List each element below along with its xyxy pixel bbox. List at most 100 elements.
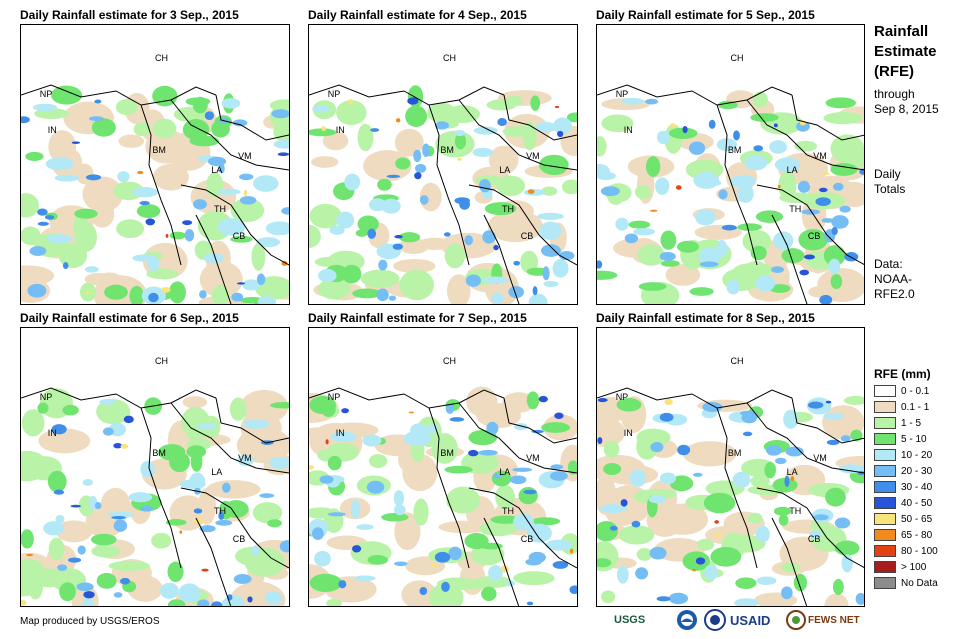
rainfall-cell: [113, 443, 123, 449]
rainfall-cell: [44, 215, 55, 220]
rainfall-cell: [675, 185, 682, 190]
rainfall-cell: [736, 184, 754, 203]
rainfall-cell: [656, 130, 670, 145]
rainfall-cell: [689, 287, 714, 296]
rainfall-cell: [488, 145, 519, 175]
rainfall-cell: [395, 157, 411, 170]
legend-item: 65 - 80: [874, 527, 938, 543]
legend-label: > 100: [901, 561, 927, 573]
rainfall-cell: [165, 519, 187, 526]
rainfall-cell: [445, 403, 455, 414]
rainfall-cell: [781, 562, 801, 573]
country-label: TH: [213, 203, 226, 214]
rainfall-cell: [840, 435, 851, 442]
rainfall-cell: [790, 476, 795, 481]
rainfall-cell: [566, 112, 577, 123]
rainfall-cell: [192, 96, 208, 114]
rainfall-cell: [314, 550, 331, 567]
rainfall-cell: [264, 591, 282, 605]
rainfall-cell: [695, 557, 706, 565]
country-label: CB: [807, 533, 821, 544]
rainfall-cell: [526, 391, 540, 410]
legend-label: 65 - 80: [901, 529, 933, 541]
country-label: VM: [238, 453, 252, 464]
rainfall-cell: [434, 121, 450, 130]
rainfall-cell: [549, 471, 568, 481]
rainfall-cell: [145, 218, 156, 226]
country-label: CB: [520, 533, 534, 544]
rainfall-cell: [83, 291, 93, 295]
rainfall-cell: [91, 118, 116, 137]
rainfall-cell: [59, 582, 76, 602]
rainfall-cell: [212, 284, 230, 304]
rainfall-cell: [710, 546, 742, 567]
usgs-logo: USGS: [614, 614, 646, 626]
rainfall-cell: [281, 207, 289, 215]
country-border: [746, 402, 864, 474]
rainfall-cell: [668, 592, 689, 605]
rainfall-cell: [231, 292, 244, 302]
rainfall-cell: [47, 470, 67, 493]
rainfall-cell: [530, 95, 541, 111]
rainfall-cell: [378, 259, 388, 271]
rainfall-cell: [473, 126, 498, 135]
country-border: [21, 387, 217, 409]
rainfall-cell: [664, 398, 673, 405]
rainfall-cell: [798, 229, 828, 251]
rainfall-cell: [139, 200, 150, 206]
rainfall-cell: [703, 492, 736, 514]
rainfall-cell: [117, 171, 130, 183]
rainfall-cell: [376, 288, 389, 302]
rainfall-cell: [721, 224, 737, 231]
rainfall-cell: [616, 565, 629, 584]
rainfall-cell: [393, 504, 406, 516]
rainfall-cell: [62, 404, 79, 416]
rainfall-cell: [405, 105, 428, 127]
country-border: [195, 214, 232, 304]
rainfall-cell: [336, 100, 367, 126]
rainfall-cell: [682, 126, 688, 134]
rainfall-cell: [190, 451, 203, 472]
panel-title: Daily Rainfall estimate for 5 Sep., 2015: [596, 8, 815, 22]
rainfall-cell: [215, 519, 233, 526]
rainfall-map: CH NP IN BM LA VM TH CB: [596, 327, 865, 607]
rainfall-cell: [21, 193, 39, 218]
rainfall-cell: [819, 294, 833, 304]
rainfall-cell: [236, 282, 246, 285]
country-label: TH: [501, 505, 514, 516]
legend-swatch: [874, 433, 896, 445]
rainfall-cell: [597, 171, 616, 181]
rainfall-cell: [317, 278, 351, 300]
rainfall-cell: [32, 103, 58, 112]
country-label: VM: [813, 453, 827, 464]
country-label: TH: [789, 505, 802, 516]
country-label: TH: [501, 203, 514, 214]
country-border: [428, 104, 470, 266]
rainfall-cell: [755, 210, 784, 223]
rainfall-cell: [329, 225, 345, 235]
rainfall-cell: [88, 116, 104, 122]
rainfall-cell: [834, 517, 851, 529]
rainfall-cell: [265, 221, 289, 236]
rainfall-cell: [356, 524, 374, 530]
rainfall-cell: [781, 586, 793, 600]
country-label: NP: [327, 391, 341, 402]
country-border: [140, 104, 182, 266]
rainfall-cell: [148, 292, 159, 303]
rainfall-cell: [268, 456, 289, 469]
rainfall-cell: [831, 227, 838, 236]
legend-label: 30 - 40: [901, 481, 933, 493]
rainfall-cell: [457, 157, 462, 161]
rainfall-cell: [636, 547, 653, 561]
rainfall-cell: [465, 274, 481, 287]
rainfall-cell: [616, 397, 642, 412]
rainfall-cell: [479, 521, 517, 537]
rainfall-cell: [146, 268, 179, 280]
rainfall-cell: [51, 85, 83, 105]
rainfall-cell: [419, 586, 428, 596]
country-label: BM: [152, 144, 166, 155]
rainfall-cell: [178, 583, 201, 603]
rainfall-cell: [167, 561, 184, 582]
rainfall-cell: [116, 219, 145, 239]
rainfall-cell: [522, 121, 537, 151]
